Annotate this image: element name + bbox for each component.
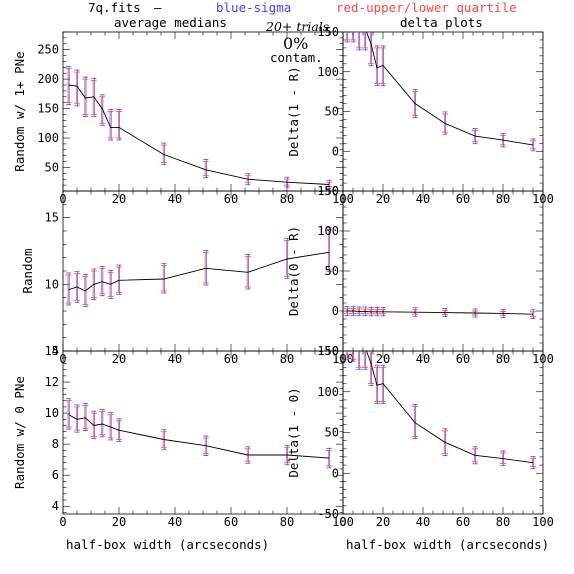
xlabel-right: half-box width (arcseconds): [346, 537, 549, 552]
median-line: [68, 251, 330, 292]
y-tick-label: 100: [317, 224, 339, 238]
series-group: [344, 32, 536, 152]
x-tick-label: 80: [280, 352, 294, 366]
panel-5: 0 20 40 60 80 100 4 6 8 10 12 14 Random w/ 0 PNe: [12, 344, 354, 529]
y-tick-label: 10: [45, 277, 59, 291]
y-tick-label: 50: [325, 105, 339, 119]
x-tick-label: 40: [168, 192, 182, 206]
x-tick-label: 20: [112, 352, 126, 366]
median-line: [68, 84, 330, 185]
x-tick-label: 80: [496, 352, 510, 366]
y-tick-label: 0: [332, 144, 339, 158]
y-tick-label: 150: [317, 344, 339, 358]
y-tick-label: 100: [317, 385, 339, 399]
series-group: [65, 227, 332, 307]
x-tick-label: 60: [224, 192, 238, 206]
panels: 02040608010050100150200250Random w/ 1+ P…: [12, 25, 554, 529]
x-tick-label: 60: [456, 515, 470, 529]
y-tick-label: 10: [45, 406, 59, 420]
y-tick-label: -50: [317, 507, 339, 521]
header-dash: —: [154, 0, 162, 15]
y-tick-label: 200: [37, 72, 59, 86]
y-tick-label: 150: [317, 25, 339, 39]
y-tick-label: 6: [52, 468, 59, 482]
plot-frame: [342, 190, 544, 352]
y-tick-label: 8: [52, 437, 59, 451]
plot-frame: [62, 350, 344, 515]
col2-title: delta plots: [400, 15, 483, 30]
x-tick-label: 0: [339, 515, 346, 529]
x-tick-label: 40: [416, 515, 430, 529]
y-tick-label: 50: [325, 264, 339, 278]
series-group: [344, 306, 536, 320]
y-axis-label: Random: [20, 248, 35, 293]
y-tick-label: 4: [52, 499, 59, 513]
x-tick-label: 20: [376, 192, 390, 206]
median-line: [347, 310, 534, 315]
x-tick-label: 100: [332, 515, 354, 529]
series-group: [344, 351, 536, 470]
panel-3: 0 20 40 60 80 100 5 10 15 Random: [20, 190, 354, 366]
trials-note: 20+ trials: [265, 19, 329, 34]
plot-frame: [62, 190, 344, 352]
median-line: [366, 351, 534, 464]
x-tick-label: 80: [280, 515, 294, 529]
y-tick-label: 50: [325, 426, 339, 440]
contam-percent: 0%: [283, 34, 308, 53]
red-quartile-note: red-upper/lower quartile: [336, 0, 517, 15]
series-group: [65, 398, 332, 469]
y-tick-label: 0: [332, 466, 339, 480]
x-tick-label: 60: [456, 192, 470, 206]
y-axis-label: Random w/ 1+ PNe: [12, 51, 27, 171]
x-tick-label: 80: [496, 192, 510, 206]
contam-word: contam.: [270, 50, 323, 65]
x-tick-label: 100: [532, 515, 554, 529]
x-tick-label: 80: [280, 192, 294, 206]
file-name: 7q.fits: [88, 0, 141, 15]
y-tick-label: 15: [45, 211, 59, 225]
x-tick-label: 40: [416, 352, 430, 366]
blue-sigma-note: blue-sigma: [216, 0, 291, 15]
x-tick-label: 20: [376, 352, 390, 366]
series-group: [65, 66, 332, 190]
x-tick-label: 40: [416, 192, 430, 206]
y-tick-label: 150: [37, 102, 59, 116]
y-axis-label: Random w/ 0 PNe: [12, 376, 27, 489]
x-tick-label: 20: [112, 192, 126, 206]
x-tick-label: 80: [496, 515, 510, 529]
col1-title: average medians: [114, 15, 227, 30]
y-tick-label: 14: [45, 344, 59, 358]
x-tick-label: 40: [168, 515, 182, 529]
y-tick-label: 5: [52, 344, 59, 358]
plot-frame: [342, 350, 544, 515]
y-axis-label: Delta(1 - R): [286, 66, 301, 156]
x-tick-label: 0: [59, 515, 66, 529]
y-tick-label: 150: [317, 184, 339, 198]
x-tick-label: 60: [224, 515, 238, 529]
y-tick-label: 100: [317, 65, 339, 79]
y-tick-label: 0: [332, 304, 339, 318]
y-axis-label: Delta(0 - R): [286, 226, 301, 316]
y-tick-label: 12: [45, 375, 59, 389]
x-tick-label: 40: [168, 352, 182, 366]
x-tick-label: 20: [112, 515, 126, 529]
x-tick-label: 60: [224, 352, 238, 366]
median-line: [366, 32, 534, 146]
x-tick-label: 20: [376, 515, 390, 529]
y-tick-label: 100: [37, 131, 59, 145]
median-line: [68, 414, 330, 459]
x-tick-label: 60: [456, 352, 470, 366]
y-tick-label: 50: [45, 160, 59, 174]
y-tick-label: 250: [37, 43, 59, 57]
y-axis-label: Delta(1 - 0): [286, 387, 301, 477]
xlabel-left: half-box width (arcseconds): [66, 537, 269, 552]
